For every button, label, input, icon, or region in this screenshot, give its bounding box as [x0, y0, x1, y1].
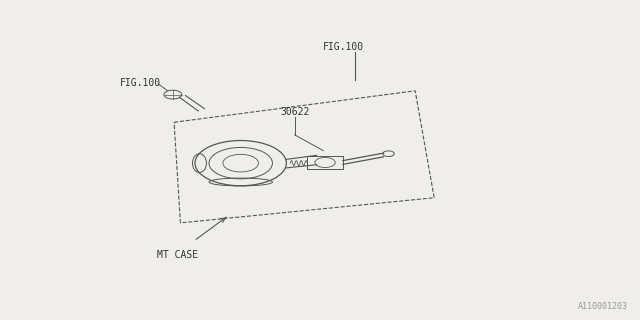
Bar — [307, 156, 343, 169]
Text: A110001203: A110001203 — [578, 302, 628, 311]
Text: MT CASE: MT CASE — [157, 250, 198, 260]
Text: FIG.100: FIG.100 — [323, 42, 364, 52]
Text: 30622: 30622 — [281, 107, 310, 116]
Text: FIG.100: FIG.100 — [120, 78, 161, 88]
